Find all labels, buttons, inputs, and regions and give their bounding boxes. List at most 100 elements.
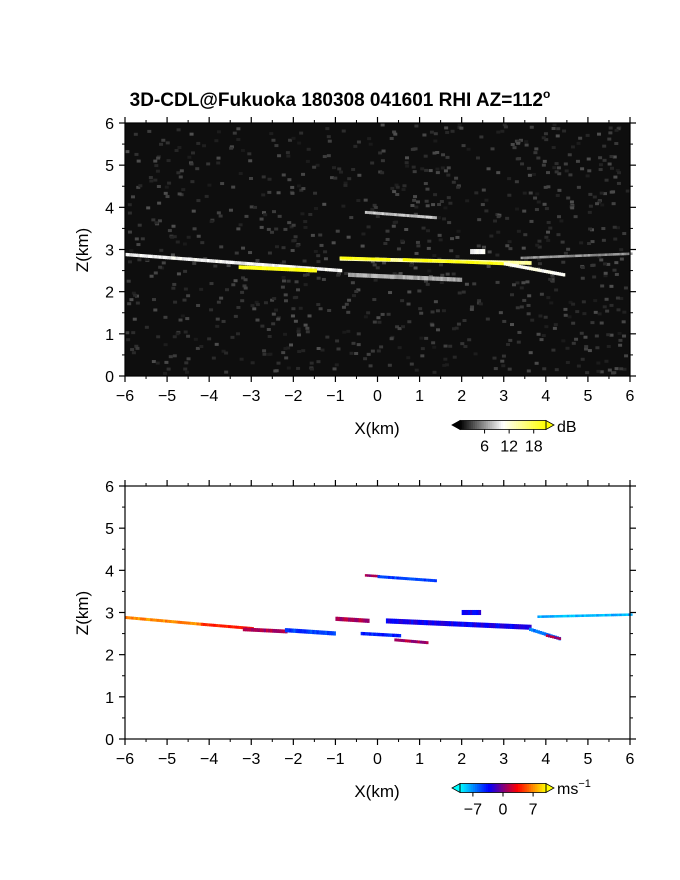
noise-pixel — [410, 203, 415, 207]
noise-pixel — [186, 294, 191, 298]
noise-pixel — [295, 244, 300, 248]
noise-pixel — [430, 323, 435, 327]
noise-pixel — [135, 346, 140, 350]
noise-pixel — [195, 346, 200, 350]
noise-pixel — [332, 367, 337, 371]
colorbar-cell — [466, 783, 470, 793]
noise-pixel — [339, 170, 344, 174]
data-cell — [348, 256, 351, 260]
noise-pixel — [366, 352, 371, 356]
data-cell — [358, 257, 362, 261]
data-cell — [613, 253, 616, 256]
noise-pixel — [236, 227, 241, 231]
noise-pixel — [530, 318, 535, 322]
noise-pixel — [325, 127, 330, 131]
data-cell — [507, 623, 511, 629]
data-cell — [436, 620, 440, 626]
noise-pixel — [287, 221, 292, 225]
noise-pixel — [281, 275, 286, 279]
data-cell — [571, 614, 574, 618]
data-cell — [169, 620, 172, 623]
data-cell — [280, 629, 284, 634]
data-cell — [228, 260, 231, 264]
noise-pixel — [163, 343, 168, 347]
data-cell — [398, 213, 402, 217]
data-cell — [348, 617, 351, 622]
data-cell — [558, 637, 562, 640]
data-cell — [417, 640, 421, 644]
noise-pixel — [261, 211, 266, 215]
data-cell — [505, 262, 509, 266]
data-cell — [139, 253, 143, 258]
noise-pixel — [136, 159, 141, 163]
data-cell — [375, 574, 378, 578]
noise-pixel — [271, 322, 276, 326]
data-cell — [162, 619, 166, 623]
colorbar-cell — [515, 420, 519, 430]
noise-pixel — [550, 279, 555, 283]
noise-pixel — [476, 244, 481, 248]
noise-pixel — [267, 334, 272, 338]
colorbar-tick-label: 12 — [500, 439, 518, 456]
data-cell — [503, 623, 507, 629]
noise-pixel — [363, 315, 368, 319]
noise-pixel — [220, 182, 225, 186]
data-cell — [531, 628, 534, 632]
data-cell — [486, 622, 490, 628]
data-cell — [486, 261, 490, 265]
data-cell — [404, 275, 408, 280]
noise-pixel — [267, 251, 272, 255]
data-cell — [430, 578, 433, 582]
data-cell — [520, 624, 524, 630]
noise-pixel — [234, 251, 239, 255]
noise-pixel — [152, 298, 157, 302]
noise-pixel — [299, 188, 304, 192]
noise-pixel — [186, 235, 191, 239]
colorbar-cell — [496, 783, 500, 793]
data-cell — [234, 261, 238, 265]
noise-pixel — [521, 281, 526, 285]
colorbar-cell — [513, 783, 517, 793]
data-cell — [284, 628, 288, 633]
noise-pixel — [296, 329, 301, 333]
data-cell — [587, 614, 591, 617]
noise-pixel — [186, 334, 191, 338]
noise-pixel — [378, 151, 383, 155]
noise-pixel — [551, 126, 556, 130]
data-cell — [417, 258, 421, 262]
noise-pixel — [158, 265, 163, 269]
noise-pixel — [539, 292, 544, 296]
noise-pixel — [436, 216, 441, 220]
noise-pixel — [190, 151, 195, 155]
noise-pixel — [196, 199, 201, 203]
data-cell — [545, 255, 549, 259]
noise-pixel — [182, 242, 187, 246]
noise-pixel — [125, 331, 130, 335]
noise-pixel — [126, 279, 131, 283]
data-cell — [392, 258, 395, 262]
data-cell — [360, 257, 364, 261]
noise-pixel — [481, 188, 486, 192]
data-cell — [518, 264, 522, 269]
noise-pixel — [501, 354, 506, 358]
data-cell — [385, 212, 389, 216]
noise-pixel — [381, 149, 386, 153]
data-cell — [177, 256, 181, 261]
data-cell — [413, 577, 416, 581]
noise-pixel — [531, 172, 536, 176]
data-cell — [451, 277, 454, 282]
noise-pixel — [534, 361, 539, 365]
data-cell — [268, 263, 271, 267]
data-cell — [148, 618, 151, 622]
data-cell — [211, 259, 214, 263]
colorbar-unit: dB — [557, 419, 577, 436]
noise-pixel — [613, 237, 618, 241]
data-cell — [425, 259, 429, 263]
data-cell — [331, 631, 334, 636]
data-cell — [350, 617, 353, 622]
noise-pixel — [542, 367, 547, 371]
data-cell — [480, 261, 484, 265]
noise-pixel — [224, 288, 229, 292]
noise-pixel — [521, 246, 526, 250]
data-cell — [459, 260, 463, 264]
